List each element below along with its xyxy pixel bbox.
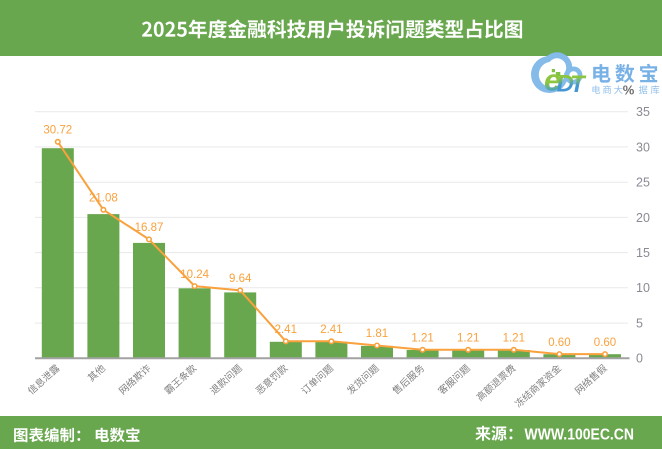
svg-text:1.21: 1.21 [503,333,525,345]
svg-text:21.08: 21.08 [89,193,118,205]
svg-text:D: D [557,71,574,98]
svg-text:16.87: 16.87 [135,222,164,234]
svg-text:15: 15 [636,246,650,260]
svg-text:10: 10 [636,281,650,295]
svg-text:2.41: 2.41 [320,324,342,336]
svg-text:0.60: 0.60 [594,337,616,349]
svg-text:30.72: 30.72 [43,125,72,137]
svg-text:10.24: 10.24 [180,269,209,281]
svg-text:1.81: 1.81 [366,328,388,340]
svg-text:1.21: 1.21 [457,333,479,345]
svg-text:25: 25 [636,176,650,190]
svg-text:30: 30 [636,140,650,154]
svg-text:9.64: 9.64 [229,273,252,285]
svg-text:0: 0 [636,352,643,366]
svg-text:1.21: 1.21 [411,333,433,345]
svg-text:%: % [623,83,635,98]
svg-text:0.60: 0.60 [548,337,570,349]
svg-text:2.41: 2.41 [275,324,297,336]
svg-text:T: T [570,71,587,98]
svg-text:WWW.100EC.CN: WWW.100EC.CN [525,426,635,443]
svg-text:e: e [544,63,561,98]
svg-text:20: 20 [636,211,650,225]
svg-text:35: 35 [636,105,650,119]
svg-text:5: 5 [636,317,643,331]
